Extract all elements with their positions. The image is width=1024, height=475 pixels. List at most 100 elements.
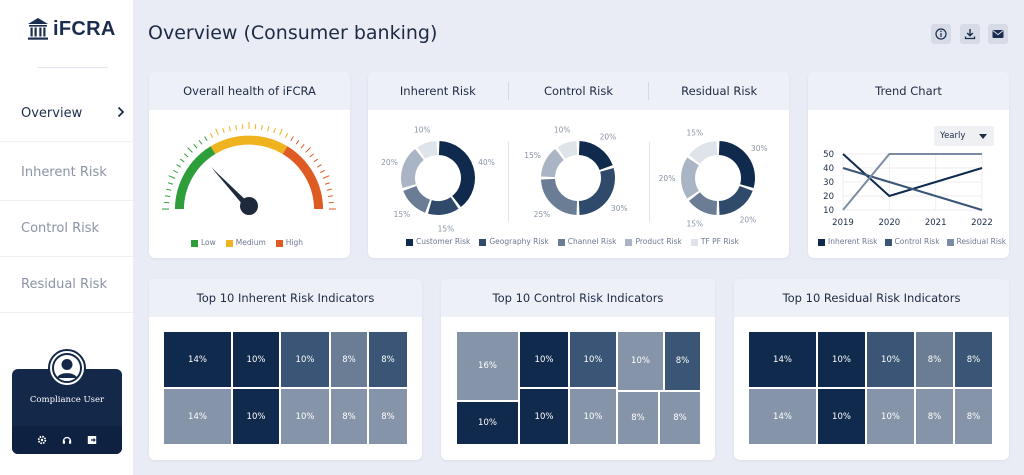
legend-item-residual-risk: Residual Risk <box>946 237 1006 246</box>
tab-inherent-risk[interactable]: Inherent Risk <box>368 82 509 100</box>
indicator-cell[interactable]: 10% <box>456 401 519 445</box>
donut-slice[interactable] <box>557 141 578 160</box>
indicator-cell[interactable]: 10% <box>519 388 569 445</box>
risk-tabs: Inherent Risk Control Risk Residual Risk <box>368 72 789 110</box>
gauge-tick <box>222 128 225 134</box>
donut-slice[interactable] <box>688 191 718 215</box>
logo-divider <box>38 67 108 68</box>
app-logo[interactable]: iFCRA <box>27 17 116 41</box>
donut-slice[interactable] <box>541 178 578 215</box>
x-tick-label: 2022 <box>971 218 993 228</box>
gauge-tick <box>164 195 171 197</box>
indicator-cell[interactable]: 10% <box>569 331 617 388</box>
risk-donuts: 40% 15% 15% 20% 10% 20% 30% 25% 15% 10% 30% 20% 15% 2… <box>381 125 768 233</box>
indicator-cell[interactable]: 8% <box>954 331 993 388</box>
gauge-tick <box>166 188 172 191</box>
indicator-cell[interactable]: 8% <box>617 391 659 445</box>
gauge-tick <box>313 158 319 163</box>
indicator-cell[interactable]: 14% <box>163 331 232 388</box>
indicator-cell[interactable]: 8% <box>915 388 954 445</box>
indicator-cell[interactable]: 10% <box>280 331 330 388</box>
indicator-cell[interactable]: 10% <box>817 331 866 388</box>
series-line <box>842 167 983 211</box>
user-actions <box>12 426 122 454</box>
indicator-cell[interactable]: 8% <box>915 331 954 388</box>
legend-item-medium: Medium <box>225 238 266 247</box>
indicator-cell[interactable]: 8% <box>368 331 408 388</box>
tab-residual-risk[interactable]: Residual Risk <box>681 84 758 98</box>
mail-button[interactable] <box>988 24 1008 44</box>
indicator-cell[interactable]: 8% <box>368 388 408 445</box>
gauge-tick <box>193 144 198 149</box>
gauge-tick <box>273 128 276 134</box>
sidebar-item-inherent-risk[interactable]: Inherent Risk <box>0 145 133 201</box>
donut-slice[interactable] <box>578 141 613 171</box>
donut-label: 40% <box>478 158 495 167</box>
indicator-cell[interactable]: 10% <box>280 388 330 445</box>
sidebar-item-label: Overview <box>21 106 83 121</box>
donut-slice[interactable] <box>417 141 438 160</box>
indicator-cell[interactable]: 8% <box>330 331 368 388</box>
indicator-cell[interactable]: 10% <box>232 331 280 388</box>
indicator-cell[interactable]: 16% <box>456 331 519 401</box>
sidebar-item-label: Residual Risk <box>21 277 107 292</box>
trend-chart: 50 40 30 20 10 2019 2020 2021 2022 <box>823 150 993 228</box>
indicator-cell[interactable]: 10% <box>617 331 664 391</box>
gauge-tick <box>261 124 263 131</box>
donut-label: 20% <box>381 158 398 167</box>
logout-icon[interactable] <box>87 435 98 446</box>
donut-slice[interactable] <box>403 185 431 213</box>
risk-legend: Customer Risk Geography Risk Channel Ris… <box>406 237 739 246</box>
indicator-cell[interactable]: 10% <box>569 388 617 445</box>
indicator-cell[interactable]: 10% <box>866 331 915 388</box>
gear-icon[interactable] <box>37 435 48 446</box>
indicator-cell[interactable]: 10% <box>519 331 569 388</box>
gauge-tick <box>324 182 330 185</box>
risk-distribution-card: Inherent Risk Control Risk Residual Risk… <box>368 72 789 258</box>
gauge-tick <box>316 164 322 168</box>
indicator-cell[interactable]: 10% <box>866 388 915 445</box>
donut-slice[interactable] <box>401 148 425 189</box>
donut-slice[interactable] <box>578 167 615 215</box>
indicator-cell[interactable]: 14% <box>748 388 817 445</box>
sidebar: iFCRA Overview Inherent Risk Control Ris… <box>0 0 133 475</box>
gauge-tick <box>327 195 334 197</box>
avatar[interactable] <box>48 349 86 387</box>
trend-card: Trend Chart Yearly 50 40 30 20 10 2019 2020 202… <box>808 72 1009 258</box>
donut-slice[interactable] <box>681 157 700 199</box>
sidebar-item-residual-risk[interactable]: Residual Risk <box>0 257 133 313</box>
tab-control-risk[interactable]: Control Risk <box>509 82 650 100</box>
indicator-cell[interactable]: 14% <box>163 388 232 445</box>
donut-slice[interactable] <box>718 185 753 215</box>
period-select[interactable]: Yearly <box>934 126 994 146</box>
indicator-cell[interactable]: 14% <box>748 331 817 388</box>
control-indicators-card: Top 10 Control Risk Indicators 16% 10% 1… <box>441 279 715 460</box>
donut-slice[interactable] <box>541 148 565 178</box>
gauge-tick <box>184 153 189 158</box>
info-icon <box>935 28 947 40</box>
donut-slice[interactable] <box>438 141 475 208</box>
download-button[interactable] <box>960 24 980 44</box>
gauge-tick <box>179 158 185 163</box>
info-button[interactable] <box>931 24 951 44</box>
user-name: Compliance User <box>29 395 105 405</box>
indicator-cell[interactable]: 10% <box>232 388 280 445</box>
headset-icon[interactable] <box>62 435 73 446</box>
indicator-cell[interactable]: 8% <box>659 391 701 445</box>
indicator-cell[interactable]: 8% <box>954 388 993 445</box>
sidebar-item-overview[interactable]: Overview <box>0 86 133 142</box>
health-card: Overall health of iFCRA Low Medium High <box>149 72 350 258</box>
donut-slice[interactable] <box>718 141 755 189</box>
legend-item-high: High <box>275 238 303 247</box>
indicator-cell[interactable]: 8% <box>330 388 368 445</box>
indicator-cell[interactable]: 8% <box>664 331 701 391</box>
donut-slice[interactable] <box>427 196 459 215</box>
donut-label: 20% <box>600 133 617 142</box>
sidebar-item-control-risk[interactable]: Control Risk <box>0 201 133 257</box>
donut-slice[interactable] <box>688 141 718 165</box>
donut-label: 15% <box>687 219 704 228</box>
indicator-cell[interactable]: 10% <box>817 388 866 445</box>
y-tick-label: 20 <box>823 192 834 202</box>
donut-label: 30% <box>751 144 768 153</box>
gauge-tick <box>198 139 203 145</box>
